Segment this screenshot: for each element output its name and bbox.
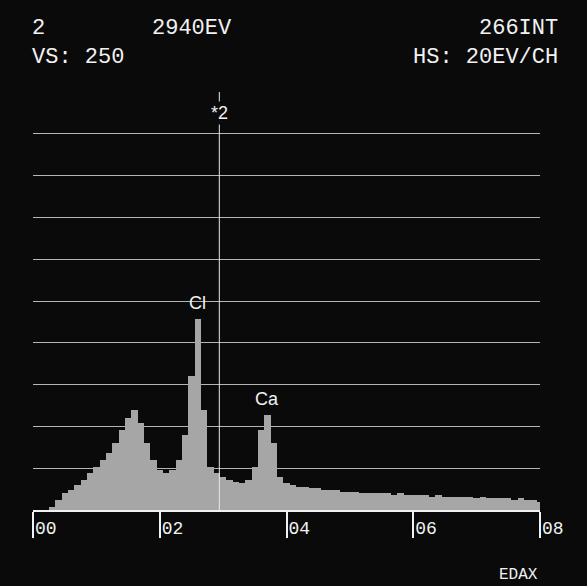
- svg-text:*2: *2: [211, 103, 228, 123]
- svg-text:02: 02: [162, 519, 184, 539]
- svg-text:04: 04: [289, 519, 311, 539]
- svg-text:2940EV: 2940EV: [152, 16, 232, 41]
- svg-text:00: 00: [35, 519, 57, 539]
- svg-text:VS: 250: VS: 250: [32, 45, 124, 70]
- svg-text:266INT: 266INT: [479, 16, 558, 41]
- svg-text:08: 08: [542, 519, 564, 539]
- svg-text:2: 2: [32, 16, 45, 41]
- svg-text:HS: 20EV/CH: HS: 20EV/CH: [413, 45, 558, 70]
- svg-text:Ca: Ca: [255, 389, 279, 409]
- svg-text:EDAX: EDAX: [499, 566, 538, 584]
- svg-text:06: 06: [415, 519, 437, 539]
- svg-text:Cl: Cl: [189, 293, 206, 313]
